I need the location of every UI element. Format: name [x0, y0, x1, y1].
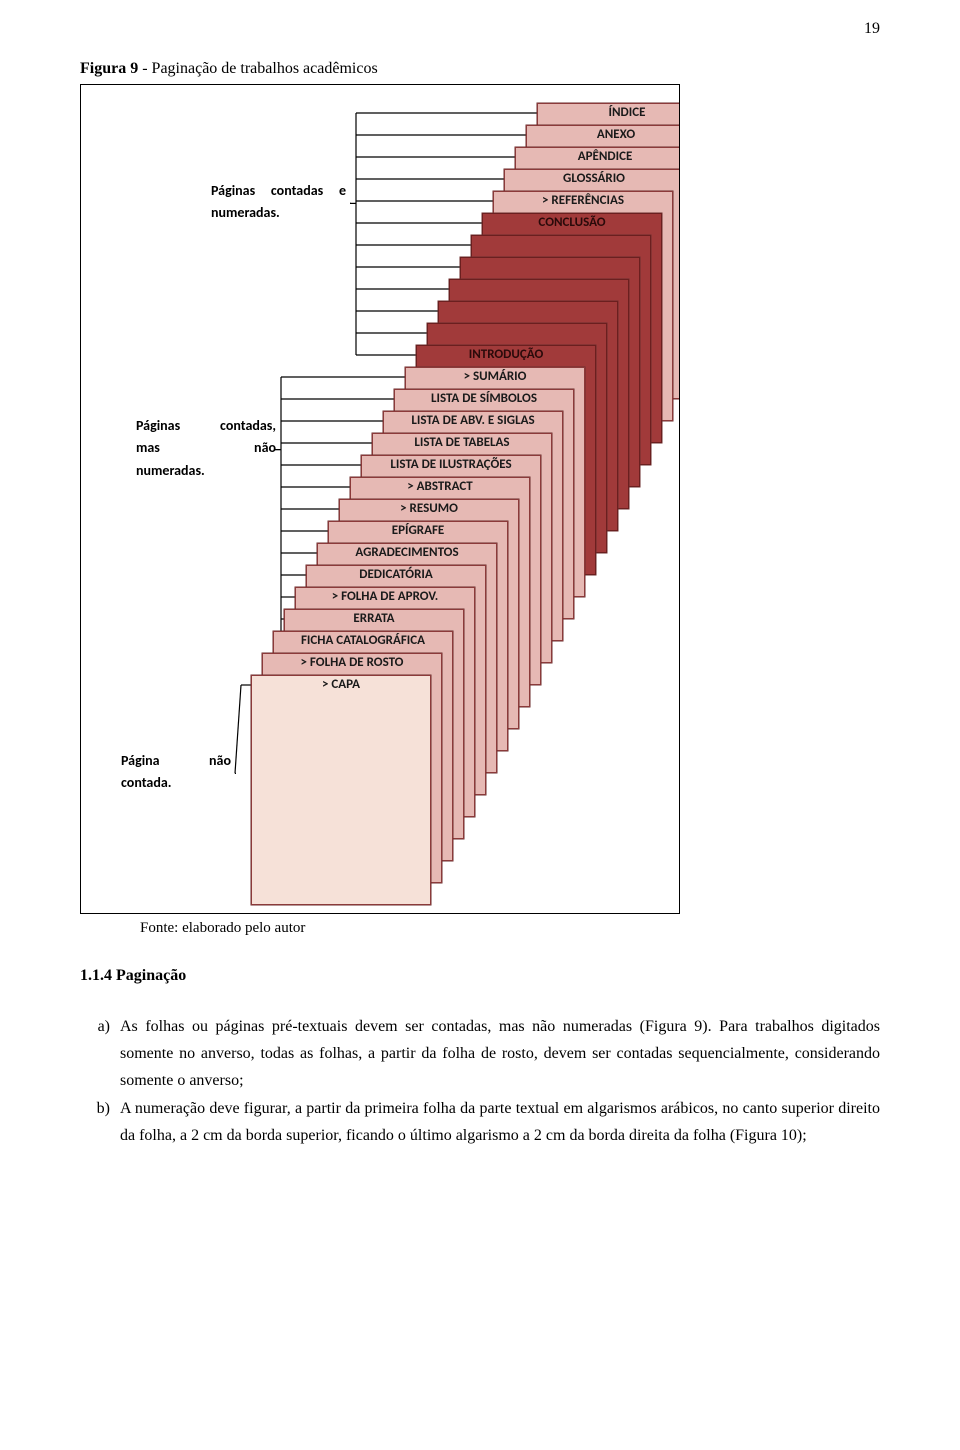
figure-source: Fonte: elaborado pelo autor — [140, 920, 880, 937]
diagram-sheet-label: > CAPA — [252, 676, 430, 692]
diagram-sheet-label: EPÍGRAFE — [329, 522, 507, 538]
side-label-counted-not-numbered: Páginas contadas,mas nãonumeradas. — [136, 415, 276, 482]
list-item: b) A numeração deve figurar, a partir da… — [80, 1095, 880, 1149]
diagram-sheet-label: > RESUMO — [340, 500, 518, 516]
page-number: 19 — [864, 20, 880, 38]
list-item: a) As folhas ou páginas pré-textuais dev… — [80, 1013, 880, 1095]
diagram-sheet-label: > REFERÊNCIAS — [494, 192, 672, 208]
diagram-sheet-label: DEDICATÓRIA — [307, 566, 485, 582]
list-text-a: As folhas ou páginas pré-textuais devem … — [120, 1013, 880, 1095]
diagram-sheet-label: FICHA CATALOGRÁFICA — [274, 632, 452, 648]
diagram-sheet-label: ANEXO — [527, 126, 680, 142]
diagram-sheet-label: LISTA DE SÍMBOLOS — [395, 390, 573, 406]
list-text-b: A numeração deve figurar, a partir da pr… — [120, 1095, 880, 1149]
diagram-sheet-label: ÍNDICE — [538, 104, 680, 120]
diagram-sheet-label: AGRADECIMENTOS — [318, 544, 496, 560]
diagram-sheet-label: LISTA DE ABV. E SIGLAS — [384, 412, 562, 428]
diagram-sheet-label: > ABSTRACT — [351, 478, 529, 494]
figure-box: ÍNDICE ANEXO APÊNDICE GLOSSÁRIO > REFERÊNCIA… — [80, 84, 680, 914]
list-marker-b: b) — [80, 1095, 120, 1149]
diagram-sheet-label: > SUMÁRIO — [406, 368, 584, 384]
figure-caption-rest: - Paginação de trabalhos acadêmicos — [138, 60, 377, 77]
document-page: 19 Figura 9 - Paginação de trabalhos aca… — [0, 0, 960, 1450]
figure-caption-bold: Figura 9 — [80, 60, 138, 77]
diagram-sheet-label: > FOLHA DE APROV. — [296, 588, 474, 604]
diagram-sheet-label: > FOLHA DE ROSTO — [263, 654, 441, 670]
figure-caption: Figura 9 - Paginação de trabalhos acadêm… — [80, 60, 880, 78]
diagram-sheet-label: ERRATA — [285, 610, 463, 626]
side-label-counted-numbered: Páginas contadas e numeradas. — [211, 180, 346, 225]
diagram-sheet-label: GLOSSÁRIO — [505, 170, 680, 186]
section-heading: 1.1.4 Paginação — [80, 967, 880, 985]
diagram-sheet-label: INTRODUÇÃO — [417, 346, 595, 362]
diagram-sheet: > CAPA — [251, 675, 431, 905]
list-marker-a: a) — [80, 1013, 120, 1095]
diagram-sheet-label: LISTA DE TABELAS — [373, 434, 551, 450]
side-label-not-counted: Página não contada. — [121, 750, 231, 795]
diagram-sheet-label: LISTA DE ILUSTRAÇÕES — [362, 456, 540, 472]
diagram-sheet-label: APÊNDICE — [516, 148, 680, 164]
ordered-list: a) As folhas ou páginas pré-textuais dev… — [80, 1013, 880, 1149]
diagram-sheet-label: CONCLUSÃO — [483, 214, 661, 230]
